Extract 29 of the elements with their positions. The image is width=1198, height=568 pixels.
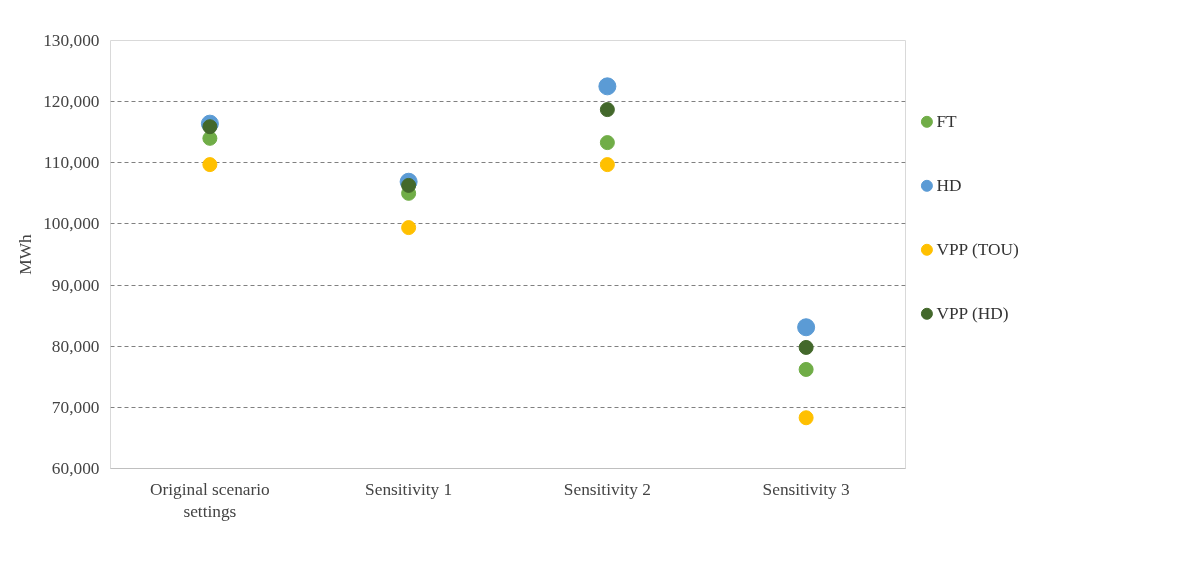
y-tick-label: 60,000 bbox=[51, 459, 100, 478]
x-tick-label: Original scenario settings bbox=[149, 479, 270, 522]
x-tick-label: Sensitivity 3 bbox=[762, 479, 850, 499]
point bbox=[599, 135, 615, 151]
point bbox=[401, 220, 417, 236]
legend-label: FT bbox=[936, 112, 958, 132]
legend-label: VPP (HD) bbox=[936, 304, 1009, 324]
point bbox=[599, 102, 615, 118]
legend-label: HD bbox=[936, 176, 962, 196]
x-tick-label: Sensitivity 2 bbox=[563, 479, 651, 499]
y-axis-title: MWh bbox=[16, 233, 36, 275]
y-tick-label: 90,000 bbox=[51, 275, 100, 295]
point bbox=[599, 157, 615, 173]
point bbox=[798, 339, 814, 355]
y-tick-label: 70,000 bbox=[51, 397, 100, 417]
y-tick-label: 100,000 bbox=[43, 214, 100, 234]
x-tick-label: Sensitivity 1 bbox=[365, 479, 453, 499]
point bbox=[202, 157, 218, 173]
y-tick-label: 110,000 bbox=[43, 153, 100, 173]
y-tick-label: 130,000 bbox=[43, 31, 100, 50]
legend-label: VPP (TOU) bbox=[936, 240, 1019, 260]
point bbox=[401, 177, 417, 193]
y-tick-label: 120,000 bbox=[43, 92, 100, 112]
point bbox=[202, 119, 218, 135]
y-tick-label: 80,000 bbox=[51, 336, 100, 356]
point bbox=[798, 410, 814, 426]
point bbox=[598, 77, 617, 96]
point bbox=[798, 361, 814, 377]
point bbox=[797, 318, 816, 337]
